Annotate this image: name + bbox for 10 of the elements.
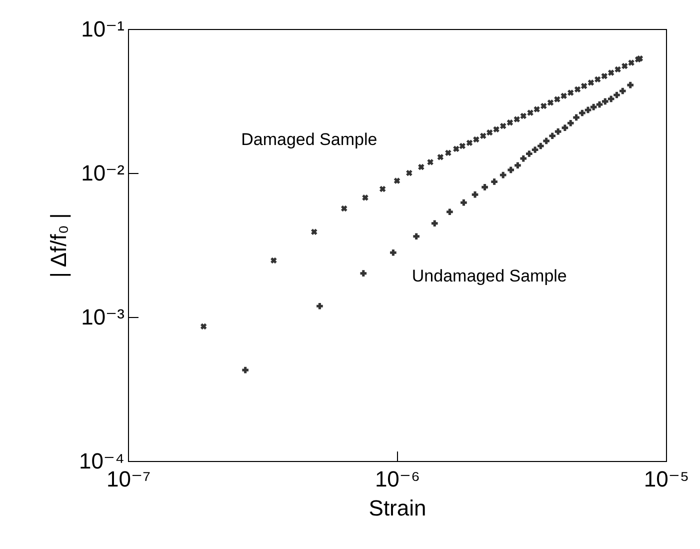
y-axis-title: | Δf/f₀ | [46,213,71,278]
x-tick-label: 10⁻⁶ [374,466,420,492]
text: Damaged Sample [241,130,378,149]
x-tick-label: 10⁻⁷ [106,466,151,492]
x-axis-title: Strain [368,496,426,520]
y-tick-label: 10⁻¹ [81,16,124,42]
series-label: Undamaged Sample [412,266,567,286]
y-tick-label: 10⁻³ [81,304,124,330]
y-tick-label: 10⁻² [81,160,124,186]
x-tick-label: 10⁻⁵ [644,466,690,492]
